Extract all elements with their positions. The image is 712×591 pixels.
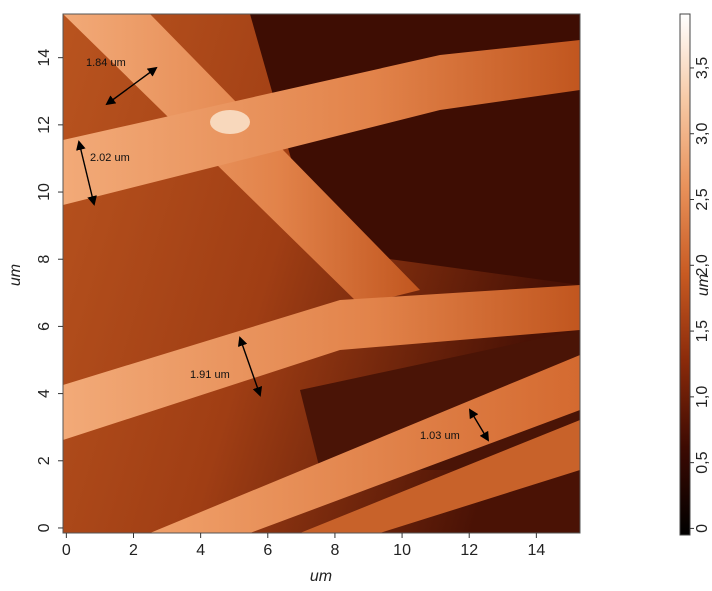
- x-tick-label: 6: [263, 542, 272, 559]
- x-tick-label: 8: [330, 542, 339, 559]
- colorbar: [680, 14, 690, 535]
- colorbar-tick-label: 3,0: [694, 123, 711, 145]
- colorbar-tick-label: 0,5: [694, 451, 711, 473]
- y-tick-label: 6: [36, 322, 53, 331]
- x-tick-label: 2: [129, 542, 138, 559]
- x-tick-label: 12: [460, 542, 478, 559]
- y-tick-label: 0: [36, 523, 53, 532]
- y-tick-label: 8: [36, 255, 53, 264]
- colorbar-tick-label: 1,5: [694, 320, 711, 342]
- y-tick-label: 4: [36, 389, 53, 398]
- y-axis-label: um: [7, 264, 24, 286]
- annotation: 1.91 um: [190, 369, 230, 381]
- x-tick-label: 10: [393, 542, 411, 559]
- afm-image: [63, 14, 580, 533]
- page: {"chart_data": {"type": "heatmap", "xlab…: [0, 0, 712, 591]
- y-tick-label: 10: [36, 183, 53, 201]
- x-tick-label: 0: [62, 542, 71, 559]
- annotation: 1.84 um: [86, 57, 126, 69]
- x-tick-label: 4: [196, 542, 205, 559]
- x-axis-label: um: [310, 568, 332, 585]
- colorbar-tick-label: 2,0: [694, 254, 711, 276]
- colorbar-tick-label: 1,0: [694, 386, 711, 408]
- colorbar-tick-label: 3,5: [694, 57, 711, 79]
- x-tick-label: 14: [527, 542, 545, 559]
- y-tick-label: 14: [36, 49, 53, 67]
- chart: 1.84 um 2.02 um 1.91 um 1.03 um um um um…: [0, 0, 712, 586]
- annotation: 2.02 um: [90, 152, 130, 164]
- annotation: 1.03 um: [420, 430, 460, 442]
- colorbar-tick-label: 0: [694, 524, 711, 533]
- colorbar-tick-label: 2,5: [694, 188, 711, 210]
- y-tick-label: 12: [36, 116, 53, 134]
- y-tick-label: 2: [36, 456, 53, 465]
